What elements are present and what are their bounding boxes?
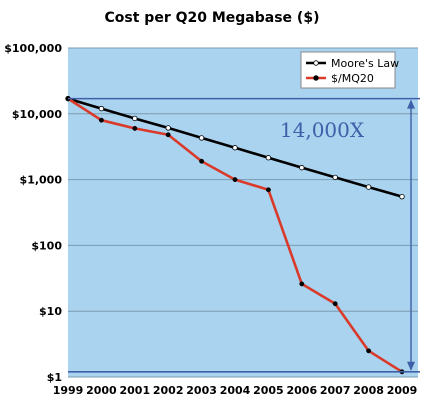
data-point — [198, 135, 205, 141]
data-point — [132, 125, 138, 131]
data-point — [165, 125, 171, 131]
data-point — [265, 187, 271, 193]
annotation-label: 14,000X — [280, 118, 365, 142]
x-tick-label: 2006 — [286, 384, 317, 397]
data-point — [366, 348, 372, 354]
data-point — [199, 158, 205, 164]
x-tick-label: 2004 — [220, 384, 251, 397]
data-point — [399, 193, 405, 200]
series-lines — [65, 95, 405, 375]
data-point — [299, 281, 305, 287]
data-point — [232, 177, 238, 183]
data-point — [165, 132, 171, 138]
data-point — [98, 105, 105, 112]
chart-title: Cost per Q20 Megabase ($) — [105, 10, 320, 26]
y-tick-label: $1,000 — [20, 174, 63, 187]
x-tick-label: 2001 — [119, 384, 150, 397]
x-tick-label: 1999 — [53, 384, 84, 397]
legend-marker — [313, 60, 319, 66]
legend-marker — [313, 75, 319, 81]
x-tick-label: 2002 — [153, 384, 184, 397]
arrowhead-up — [407, 99, 415, 109]
x-axis-ticks: 1999 2000 2001 2002 2003 2004 2005 2006 2007 2008… — [53, 384, 418, 397]
x-tick-label: 2003 — [186, 384, 217, 397]
data-point — [265, 155, 272, 161]
plot-area — [68, 48, 418, 377]
x-tick-label: 2007 — [320, 384, 351, 397]
arrowhead-down — [407, 361, 415, 371]
y-tick-label: $100 — [31, 239, 62, 252]
x-tick-label: 2008 — [353, 384, 384, 397]
grid-lines — [68, 47, 418, 378]
y-axis-ticks: $1 $10 $100 $1,000 $10,000 $100,000 — [4, 42, 62, 384]
y-tick-label: $10,000 — [12, 108, 62, 121]
y-tick-label: $1 — [47, 371, 62, 384]
data-point — [332, 301, 338, 307]
x-tick-label: 2000 — [86, 384, 117, 397]
data-point — [132, 115, 138, 122]
data-point — [332, 174, 338, 181]
data-point — [98, 117, 104, 123]
y-tick-label: $100,000 — [4, 42, 62, 55]
y-tick-label: $10 — [39, 305, 62, 318]
data-point — [365, 184, 372, 190]
data-point — [299, 164, 305, 171]
x-tick-label: 2009 — [387, 384, 418, 397]
legend-label: $/MQ20 — [331, 72, 374, 85]
legend: Moore's Law $/MQ20 — [300, 51, 399, 89]
legend-label: Moore's Law — [331, 57, 399, 70]
annotation-group: 14,000X — [68, 97, 420, 373]
x-tick-label: 2005 — [253, 384, 284, 397]
data-point — [232, 145, 238, 151]
legend-box — [300, 51, 396, 89]
